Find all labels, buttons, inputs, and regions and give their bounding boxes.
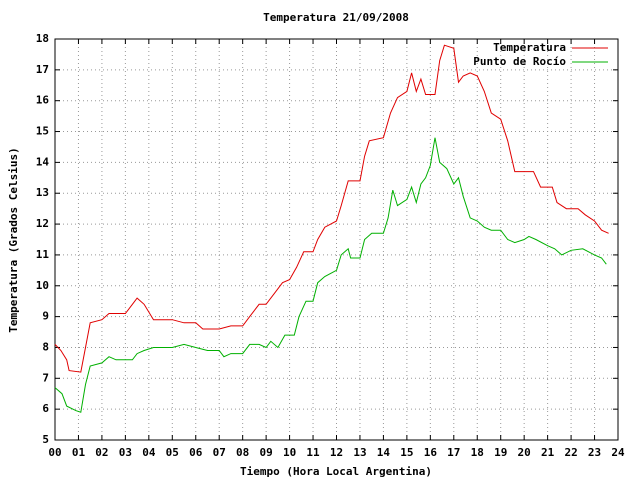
- series-line: [54, 44, 609, 373]
- plot-frame: [54, 38, 619, 441]
- y-tick-label: 6: [42, 402, 49, 415]
- x-tick-label: 12: [330, 446, 343, 459]
- y-tick-label: 8: [42, 340, 49, 353]
- y-tick-label: 17: [36, 63, 49, 76]
- legend-label: Temperatura: [493, 41, 566, 54]
- y-tick-label: 14: [36, 155, 50, 168]
- series-line: [54, 137, 607, 413]
- x-tick-label: 20: [518, 446, 531, 459]
- legend-label: Punto de Rocío: [473, 55, 566, 68]
- x-tick-label: 03: [119, 446, 132, 459]
- y-tick-label: 10: [36, 279, 49, 292]
- x-tick-label: 00: [48, 446, 61, 459]
- x-tick-label: 21: [541, 446, 555, 459]
- x-tick-label: 16: [424, 446, 438, 459]
- x-tick-label: 02: [95, 446, 108, 459]
- x-tick-label: 06: [189, 446, 203, 459]
- y-tick-label: 7: [42, 371, 49, 384]
- x-tick-label: 17: [447, 446, 460, 459]
- chart-title: Temperatura 21/09/2008: [263, 11, 409, 24]
- x-tick-label: 08: [236, 446, 249, 459]
- x-tick-label: 13: [353, 446, 366, 459]
- y-tick-label: 9: [42, 310, 49, 323]
- x-tick-label: 10: [283, 446, 296, 459]
- y-tick-label: 11: [36, 248, 50, 261]
- y-tick-label: 15: [36, 125, 49, 138]
- x-tick-label: 09: [260, 446, 273, 459]
- y-tick-label: 5: [42, 433, 49, 446]
- x-tick-label: 07: [213, 446, 226, 459]
- x-axis-label: Tiempo (Hora Local Argentina): [240, 465, 432, 478]
- x-tick-label: 24: [611, 446, 625, 459]
- y-tick-label: 12: [36, 217, 49, 230]
- x-tick-label: 22: [564, 446, 577, 459]
- y-axis-label: Temperatura (Grados Celsius): [7, 147, 20, 332]
- x-tick-label: 18: [471, 446, 484, 459]
- x-tick-label: 01: [72, 446, 86, 459]
- y-tick-label: 16: [36, 94, 50, 107]
- x-tick-label: 19: [494, 446, 507, 459]
- x-tick-label: 11: [306, 446, 320, 459]
- y-tick-label: 13: [36, 186, 49, 199]
- y-tick-label: 18: [36, 32, 49, 45]
- x-tick-label: 05: [166, 446, 179, 459]
- x-tick-label: 15: [400, 446, 413, 459]
- x-tick-label: 04: [142, 446, 156, 459]
- x-tick-label: 14: [377, 446, 391, 459]
- x-tick-label: 23: [588, 446, 601, 459]
